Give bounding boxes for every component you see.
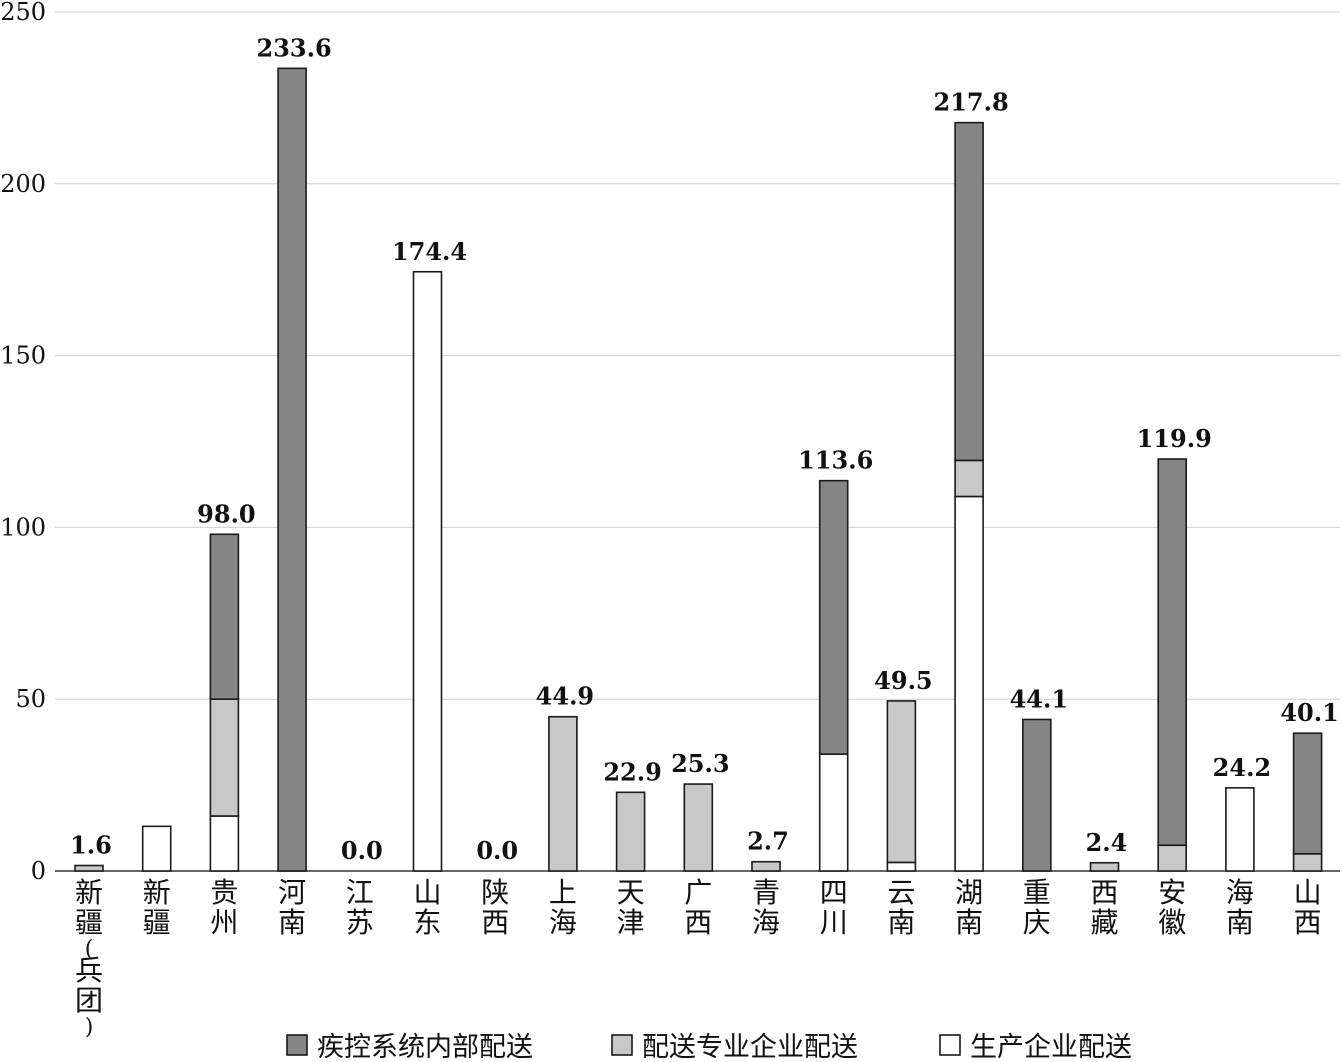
data-label: 217.8	[934, 88, 1009, 117]
category-labels: 新疆(兵团) 新疆贵州河南江苏山东陕西上海天津广西青海四川云南湖南重庆西藏安徽海南…	[75, 876, 1322, 1040]
bar-segment	[818, 753, 849, 872]
x-category-label: 安徽	[1158, 876, 1186, 939]
data-label: 25.3	[671, 749, 729, 778]
data-label: 49.5	[874, 666, 932, 695]
bar-segment	[1089, 861, 1120, 872]
y-tick-label: 50	[15, 685, 46, 713]
x-category-label: 广西	[684, 876, 712, 939]
bar-segment	[751, 860, 781, 872]
x-category-label: 上海	[549, 876, 577, 939]
legend-label: 生产企业配送	[970, 1032, 1132, 1062]
legend-label: 疾控系统内部配送	[317, 1032, 533, 1062]
x-category-label: 河南	[278, 876, 306, 939]
x-category-label: 云南	[887, 876, 915, 939]
bar-segment	[615, 791, 646, 872]
bar-segment	[1292, 732, 1323, 855]
x-category-label: 海南	[1226, 876, 1254, 939]
bar-segment	[412, 270, 443, 872]
bar-segment	[954, 459, 984, 498]
legend-swatch	[286, 1034, 308, 1056]
bar-segment	[1225, 787, 1255, 872]
data-label: 44.1	[1010, 684, 1068, 713]
x-category-label: 青海	[752, 876, 780, 939]
bar-segment	[209, 698, 240, 817]
y-axis-ticks: 0 50 100 150 200 250	[0, 0, 46, 885]
bar-segment	[886, 861, 917, 872]
y-tick-label: 250	[0, 0, 46, 26]
y-tick-label: 200	[0, 170, 46, 198]
bar-segment	[683, 783, 714, 872]
data-label: 233.6	[257, 33, 332, 62]
data-label: 2.7	[747, 827, 789, 856]
data-label: 40.1	[1280, 698, 1338, 727]
bar-segment	[277, 67, 307, 872]
data-label: 0.0	[341, 836, 383, 865]
bar-segment	[1157, 844, 1187, 872]
legend-swatch	[611, 1034, 633, 1056]
x-category-label: 江苏	[346, 876, 374, 939]
x-category-label: 四川	[820, 876, 848, 939]
value-labels: 1.6 98.0 233.6 0.0 174.4 0.0 44.9 22.9 25.3 2.7 11…	[70, 33, 1339, 865]
bar-segment	[886, 700, 917, 864]
x-category-label: 山西	[1294, 876, 1322, 939]
x-category-label: 贵州	[210, 876, 238, 939]
x-category-label: 西藏	[1090, 876, 1118, 939]
bar-segment	[954, 121, 984, 462]
y-tick-label: 150	[0, 342, 46, 370]
bars	[74, 67, 1323, 872]
bar-segment	[141, 825, 172, 872]
bar-segment	[954, 495, 984, 872]
legend: 疾控系统内部配送 配送专业企业配送 生产企业配送	[286, 1032, 1132, 1062]
legend-label: 配送专业企业配送	[642, 1032, 858, 1062]
y-tick-label: 0	[31, 857, 46, 885]
x-category-label: 新疆(兵团)	[75, 876, 103, 1040]
bar-segment	[548, 715, 578, 872]
x-category-label: 陕西	[481, 876, 509, 939]
bar-segment	[1021, 718, 1052, 872]
bar-segment	[209, 815, 240, 872]
bar-segment	[209, 533, 240, 700]
data-label: 174.4	[392, 237, 467, 266]
data-label: 0.0	[476, 836, 518, 865]
data-label: 22.9	[603, 757, 661, 786]
x-category-label: 山东	[413, 876, 441, 939]
data-label: 44.9	[536, 682, 594, 711]
x-category-label: 重庆	[1023, 876, 1051, 939]
y-tick-label: 100	[0, 513, 46, 541]
grid-lines	[55, 11, 1340, 872]
data-label: 113.6	[798, 446, 873, 475]
data-label: 1.6	[70, 831, 112, 860]
bar-segment	[1292, 853, 1323, 872]
bar-segment	[818, 479, 849, 755]
bar-segment	[74, 864, 104, 872]
x-category-label: 天津	[617, 876, 645, 939]
bar-segment	[1157, 458, 1187, 847]
x-category-label: 湖南	[955, 876, 983, 939]
legend-swatch	[939, 1034, 961, 1056]
data-label: 98.0	[197, 499, 255, 528]
data-label: 2.4	[1086, 828, 1128, 857]
data-label: 24.2	[1213, 753, 1271, 782]
x-category-label: 新疆	[143, 876, 171, 939]
data-label: 119.9	[1137, 424, 1212, 453]
